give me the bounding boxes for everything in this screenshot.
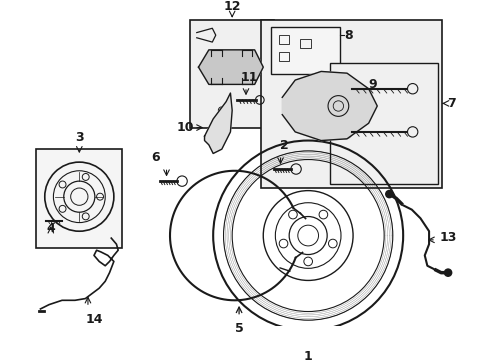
Polygon shape bbox=[198, 50, 263, 84]
Text: 12: 12 bbox=[223, 0, 241, 13]
Text: 10: 10 bbox=[177, 121, 194, 134]
Text: 11: 11 bbox=[240, 71, 258, 84]
Polygon shape bbox=[204, 93, 232, 153]
Bar bbox=[36, 149, 122, 248]
Text: 6: 6 bbox=[151, 151, 159, 164]
Circle shape bbox=[384, 190, 393, 198]
Text: 9: 9 bbox=[368, 78, 376, 91]
Text: 3: 3 bbox=[75, 131, 83, 144]
Text: 7: 7 bbox=[447, 97, 455, 110]
Text: 4: 4 bbox=[46, 222, 55, 235]
Bar bbox=[329, 63, 437, 184]
Circle shape bbox=[341, 129, 348, 135]
Text: 2: 2 bbox=[279, 139, 288, 152]
Circle shape bbox=[443, 268, 451, 277]
Bar bbox=[270, 27, 340, 74]
Text: 1: 1 bbox=[303, 350, 312, 360]
Text: 8: 8 bbox=[344, 29, 352, 42]
Circle shape bbox=[341, 85, 348, 92]
Bar bbox=[278, 35, 288, 44]
Text: 14: 14 bbox=[85, 313, 102, 326]
Polygon shape bbox=[282, 71, 376, 140]
Text: 5: 5 bbox=[234, 322, 243, 335]
Bar bbox=[189, 20, 274, 127]
Text: 13: 13 bbox=[439, 231, 456, 244]
Bar bbox=[300, 40, 310, 48]
Bar bbox=[260, 20, 441, 188]
Bar bbox=[278, 53, 288, 61]
